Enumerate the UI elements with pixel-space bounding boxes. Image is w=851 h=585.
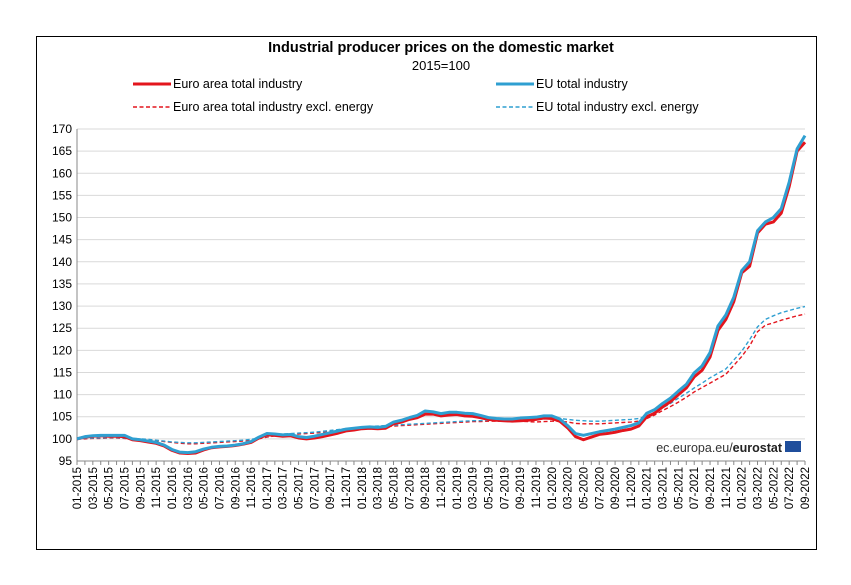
x-tick-label: 01-2021 [642,467,654,509]
x-tick-label: 11-2017 [341,467,353,508]
line-chart: Industrial producer prices on the domest… [52,40,812,509]
y-tick-label: 110 [53,388,72,402]
x-tick-label: 09-2020 [610,467,622,509]
source-url: ec.europa.eu/ [656,441,733,455]
x-tick-label: 05-2022 [768,467,780,509]
x-tick-label: 03-2017 [278,467,290,509]
x-tick-label: 11-2016 [246,467,258,508]
x-tick-label: 03-2021 [658,467,670,509]
x-tick-label: 03-2015 [88,467,100,509]
x-tick-label: 09-2022 [800,467,812,509]
y-tick-label: 150 [52,211,72,225]
x-tick-label: 11-2021 [721,467,733,508]
x-tick-label: 07-2021 [689,467,701,509]
series-line-1 [76,141,807,455]
x-tick-label: 05-2016 [199,467,211,509]
x-tick-label: 03-2020 [563,467,575,509]
x-tick-label: 01-2020 [547,467,559,509]
gridlines [77,128,805,462]
x-tick-label: 03-2018 [373,467,385,509]
x-tick-label: 09-2019 [515,467,527,509]
legend-label: Euro area total industry excl. energy [173,100,374,114]
x-tick-label: 09-2015 [135,467,147,509]
y-tick-label: 160 [52,166,72,180]
x-tick-label: 01-2019 [452,467,464,509]
x-tick-label: 05-2017 [294,467,306,509]
y-tick-label: 120 [52,343,72,357]
x-tick-label: 11-2020 [626,467,638,508]
y-tick-label: 145 [52,233,72,247]
x-tick-label: 01-2016 [167,467,179,509]
x-tick-label: 09-2018 [420,467,432,509]
x-tick-label: 09-2017 [325,467,337,509]
x-tick-label: 01-2018 [357,467,369,509]
legend-label: Euro area total industry [173,77,303,91]
x-tick-label: 03-2016 [183,467,195,509]
x-tick-label: 11-2015 [151,467,163,508]
y-tick-label: 105 [52,410,72,424]
legend-label: EU total industry [536,77,628,91]
x-tick-label: 11-2018 [436,467,448,508]
x-tick-label: 01-2022 [737,467,749,509]
x-tick-label: 05-2020 [578,467,590,509]
x-tick-label: 03-2022 [753,467,765,509]
series-line-4 [76,305,806,444]
x-tick-label: 09-2021 [705,467,717,509]
y-tick-label: 100 [52,432,72,446]
x-tick-label: 07-2017 [309,467,321,509]
chart-frame: Industrial producer prices on the domest… [36,36,817,550]
x-tick-label: 01-2015 [72,467,84,509]
x-tick-label: 05-2015 [104,467,116,509]
source-note: ec.europa.eu/eurostat [656,441,801,455]
y-tick-label: 95 [59,454,73,468]
y-tick-label: 115 [53,365,72,379]
x-tick-label: 07-2018 [404,467,416,509]
y-tick-label: 130 [52,299,72,313]
chart-subtitle: 2015=100 [412,58,470,73]
x-tick-label: 07-2019 [499,467,511,509]
legend: Euro area total industry EU total industr… [133,77,699,114]
x-tick-label: 07-2020 [594,467,606,509]
x-tick-label: 11-2019 [531,467,543,508]
eu-flag-icon [785,441,801,452]
series-line-2 [76,134,807,455]
x-tick-label: 09-2016 [230,467,242,509]
x-tick-label: 07-2022 [784,467,796,509]
y-tick-label: 165 [52,144,72,158]
chart-title: Industrial producer prices on the domest… [268,40,614,56]
y-tick-label: 125 [52,321,72,335]
x-tick-label: 05-2019 [483,467,495,509]
y-tick-label: 140 [52,255,72,269]
x-axis: 01-2015 03-2015 05-2015 07-2015 09-2015 11-20… [72,460,812,509]
legend-label: EU total industry excl. energy [536,100,699,114]
x-tick-label: 07-2015 [119,467,131,509]
y-tick-label: 135 [52,277,72,291]
svg-text:ec.europa.eu/eurostat: ec.europa.eu/eurostat [656,441,783,455]
y-tick-label: 170 [52,122,72,136]
source-brand: eurostat [733,441,783,455]
x-tick-label: 07-2016 [214,467,226,509]
series-lines [76,134,807,455]
series-line-3 [77,313,806,445]
x-tick-label: 01-2017 [262,467,274,509]
x-tick-label: 05-2018 [389,467,401,509]
y-tick-label: 155 [52,188,72,202]
x-tick-label: 03-2019 [468,467,480,509]
y-axis: 95 100 105 110 115 120 125 130 135 140 145 150 155 16… [52,122,78,468]
x-tick-label: 05-2021 [673,467,685,509]
